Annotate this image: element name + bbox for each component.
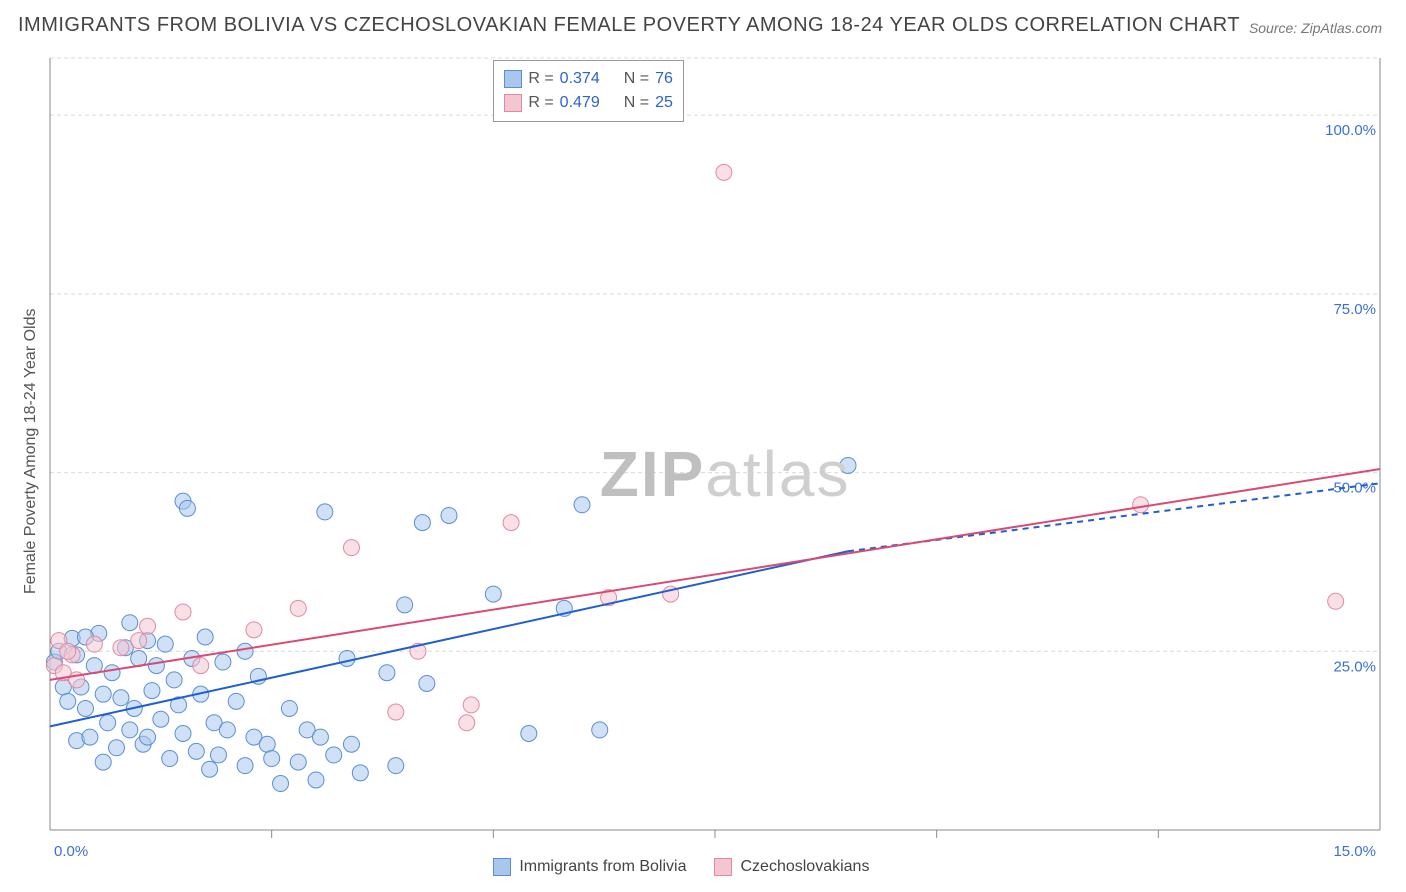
legend-item-czech: Czechoslovakians <box>714 858 869 876</box>
n-value-bolivia: 76 <box>655 70 673 88</box>
swatch-czech <box>714 858 732 876</box>
svg-text:25.0%: 25.0% <box>1333 658 1376 675</box>
legend-row-bolivia: R = 0.374 N = 76 <box>504 67 673 91</box>
svg-text:0.0%: 0.0% <box>54 843 88 860</box>
n-value-czech: 25 <box>655 94 673 112</box>
legend-row-czech: R = 0.479 N = 25 <box>504 91 673 115</box>
svg-text:100.0%: 100.0% <box>1325 122 1376 139</box>
r-label: R = <box>528 94 553 112</box>
correlation-legend: R = 0.374 N = 76 R = 0.479 N = 25 <box>493 60 684 122</box>
scatter-chart: 25.0%50.0%75.0%100.0%0.0%15.0% <box>0 0 1406 892</box>
svg-text:75.0%: 75.0% <box>1333 301 1376 318</box>
swatch-bolivia <box>493 858 511 876</box>
n-label: N = <box>624 70 649 88</box>
r-value-bolivia: 0.374 <box>560 70 600 88</box>
series-legend: Immigrants from Bolivia Czechoslovakians <box>493 858 869 876</box>
svg-text:15.0%: 15.0% <box>1333 843 1376 860</box>
n-label: N = <box>624 94 649 112</box>
legend-label-czech: Czechoslovakians <box>740 858 869 876</box>
legend-item-bolivia: Immigrants from Bolivia <box>493 858 686 876</box>
swatch-bolivia <box>504 70 522 88</box>
legend-label-bolivia: Immigrants from Bolivia <box>519 858 686 876</box>
y-axis-label: Female Poverty Among 18-24 Year Olds <box>22 309 40 595</box>
r-value-czech: 0.479 <box>560 94 600 112</box>
swatch-czech <box>504 94 522 112</box>
r-label: R = <box>528 70 553 88</box>
